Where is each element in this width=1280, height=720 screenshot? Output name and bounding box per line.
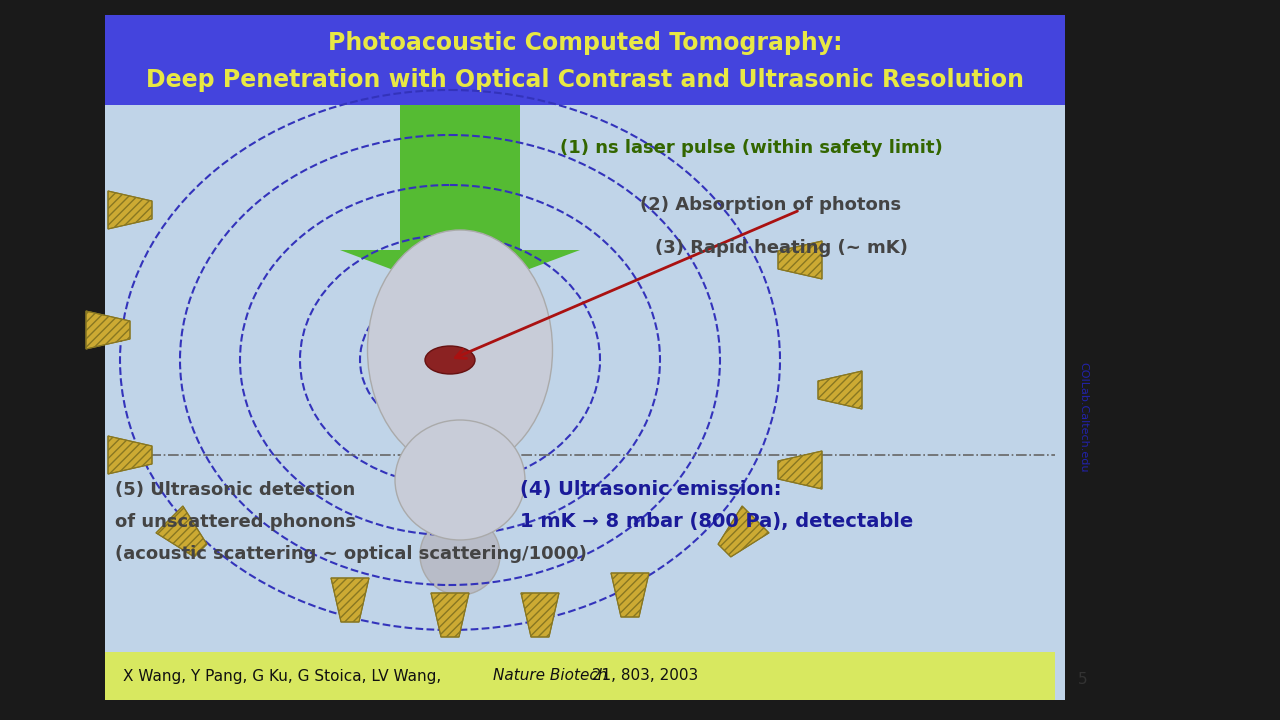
Polygon shape [818,371,861,409]
Text: (2) Absorption of photons: (2) Absorption of photons [640,196,901,214]
Text: Nature Biotech: Nature Biotech [493,668,608,683]
Text: Photoacoustic Computed Tomography:: Photoacoustic Computed Tomography: [328,31,842,55]
Polygon shape [156,506,207,557]
Polygon shape [778,241,822,279]
Polygon shape [86,311,131,349]
Ellipse shape [396,420,525,540]
Text: 1 mK → 8 mbar (800 Pa), detectable: 1 mK → 8 mbar (800 Pa), detectable [520,513,913,531]
Bar [105,15,1065,700]
Text: (4) Ultrasonic emission:: (4) Ultrasonic emission: [520,480,782,500]
Polygon shape [332,578,369,622]
Text: 21, 803, 2003: 21, 803, 2003 [588,668,699,683]
Ellipse shape [425,346,475,374]
Polygon shape [611,573,649,617]
Text: X Wang, Y Pang, G Ku, G Stoica, LV Wang,: X Wang, Y Pang, G Ku, G Stoica, LV Wang, [123,668,447,683]
Polygon shape [108,191,152,229]
Polygon shape [778,451,822,489]
Polygon shape [108,436,152,474]
Text: COILab.Caltech.edu: COILab.Caltech.edu [1078,362,1088,473]
Text: (1) ns laser pulse (within safety limit): (1) ns laser pulse (within safety limit) [561,139,943,157]
Bar [105,15,1065,105]
Bar [399,105,520,250]
Polygon shape [340,250,580,295]
Polygon shape [521,593,559,637]
Text: of unscattered phonons: of unscattered phonons [115,513,356,531]
Text: Deep Penetration with Optical Contrast and Ultrasonic Resolution: Deep Penetration with Optical Contrast a… [146,68,1024,92]
Polygon shape [718,506,769,557]
Text: 5: 5 [1078,672,1088,688]
Ellipse shape [367,230,553,470]
Text: (acoustic scattering ~ optical scattering/1000): (acoustic scattering ~ optical scatterin… [115,545,586,563]
Text: (5) Ultrasonic detection: (5) Ultrasonic detection [115,481,356,499]
Text: (3) Rapid heating (~ mK): (3) Rapid heating (~ mK) [655,239,908,257]
Ellipse shape [420,515,500,595]
Bar [105,652,1055,700]
Polygon shape [431,593,468,637]
